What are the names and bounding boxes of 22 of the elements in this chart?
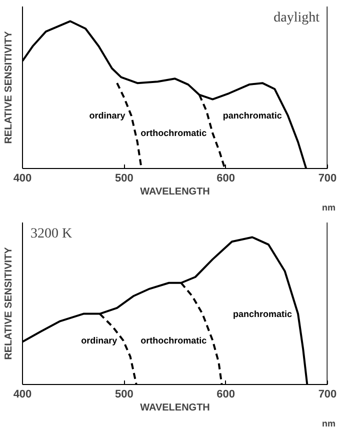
x-tick-label: 600	[216, 388, 236, 400]
x-axis-title: WAVELENGTH	[140, 186, 210, 198]
series-label: ordinary	[89, 110, 126, 120]
x-tick-label: 400	[13, 388, 32, 400]
text: nm	[322, 418, 336, 428]
series-label: ordinary	[81, 335, 118, 346]
x-tick-label: 700	[318, 172, 337, 184]
chart-title: 3200 K	[30, 226, 72, 242]
y-axis-title: RELATIVE SENSITIVITY	[4, 246, 14, 360]
series-label: panchromatic	[222, 110, 282, 120]
series-label: orthochromatic	[140, 128, 207, 138]
chart-title: daylight	[274, 10, 320, 26]
text: nm	[322, 202, 336, 212]
x-tick-label: 700	[318, 388, 337, 400]
x-tick-label: 600	[216, 172, 236, 184]
x-tick-label: 500	[114, 172, 134, 184]
x-tick-label: 400	[13, 172, 32, 184]
x-tick-label: 500	[114, 388, 134, 400]
series-label: panchromatic	[233, 308, 292, 319]
series-label: orthochromatic	[140, 335, 207, 346]
y-axis-title: RELATIVE SENSITIVITY	[4, 30, 14, 144]
x-axis-title: WAVELENGTH	[140, 402, 210, 414]
